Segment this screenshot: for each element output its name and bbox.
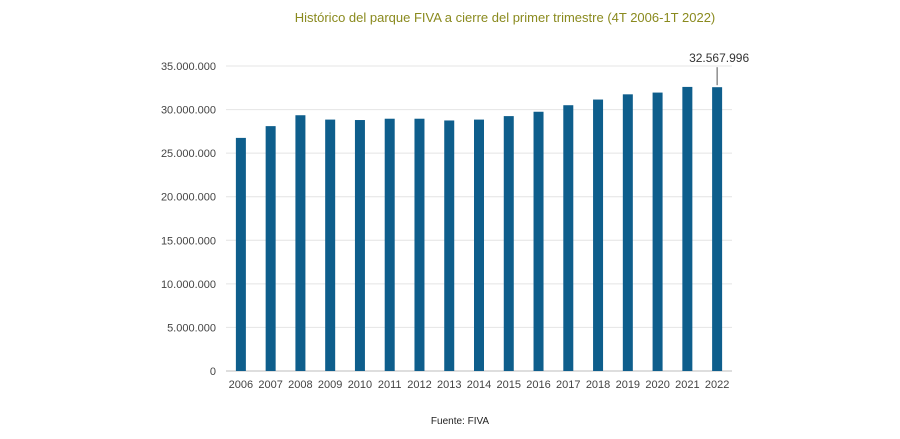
bar-2018 [593, 99, 604, 372]
chart-title: Histórico del parque FIVA a cierre del p… [294, 10, 716, 25]
bar-2017 [563, 105, 574, 371]
x-tick-label: 2009 [318, 379, 342, 391]
bar-2012 [414, 118, 425, 371]
bar-2006 [235, 137, 246, 371]
bar-2019 [622, 94, 633, 372]
x-tick-label: 2018 [586, 379, 610, 391]
y-tick-label: 30.000.000 [161, 105, 216, 117]
x-tick-label: 2014 [467, 379, 491, 391]
y-tick-label: 5.000.000 [167, 322, 216, 334]
y-tick-label: 25.000.000 [161, 148, 216, 160]
y-tick-label: 0 [210, 366, 216, 378]
bar-2020 [652, 92, 663, 371]
x-tick-label: 2022 [705, 379, 729, 391]
y-tick-label: 15.000.000 [161, 235, 216, 247]
bar-2013 [444, 120, 455, 371]
bar-2010 [354, 120, 365, 372]
y-tick-label: 20.000.000 [161, 192, 216, 204]
bar-2011 [384, 118, 395, 371]
x-tick-label: 2019 [616, 379, 640, 391]
annotation: 32.567.996 [689, 51, 749, 86]
x-tick-label: 2008 [288, 379, 312, 391]
x-tick-label: 2006 [229, 379, 253, 391]
x-tick-label: 2016 [526, 379, 550, 391]
bar-2022 [712, 87, 723, 371]
bars [235, 86, 723, 372]
y-tick-label: 10.000.000 [161, 279, 216, 291]
bar-2008 [295, 115, 306, 371]
x-tick-label: 2017 [556, 379, 580, 391]
x-tick-label: 2015 [497, 379, 521, 391]
bar-2014 [474, 119, 484, 371]
x-tick-label: 2010 [348, 379, 372, 391]
x-tick-label: 2011 [378, 379, 402, 391]
chart-source: Fuente: FIVA [430, 416, 490, 427]
y-axis-ticks: 0 5.000.000 10.000.000 15.000.000 20.000.000… [161, 61, 216, 378]
x-tick-label: 2007 [258, 379, 282, 391]
x-tick-label: 2021 [675, 379, 699, 391]
x-tick-label: 2013 [437, 379, 461, 391]
x-axis-ticks: 2006 2007 2008 2009 2010 2011 2012 2013 2014 2015… [229, 379, 730, 391]
x-tick-label: 2020 [645, 379, 669, 391]
bar-2007 [265, 126, 276, 371]
bar-2016 [533, 111, 544, 371]
annotation-label: 32.567.996 [689, 51, 749, 65]
bar-2021 [682, 86, 693, 372]
x-tick-label: 2012 [407, 379, 431, 391]
bar-2009 [325, 119, 336, 371]
y-tick-label: 35.000.000 [161, 61, 216, 73]
bar-2015 [503, 116, 514, 371]
